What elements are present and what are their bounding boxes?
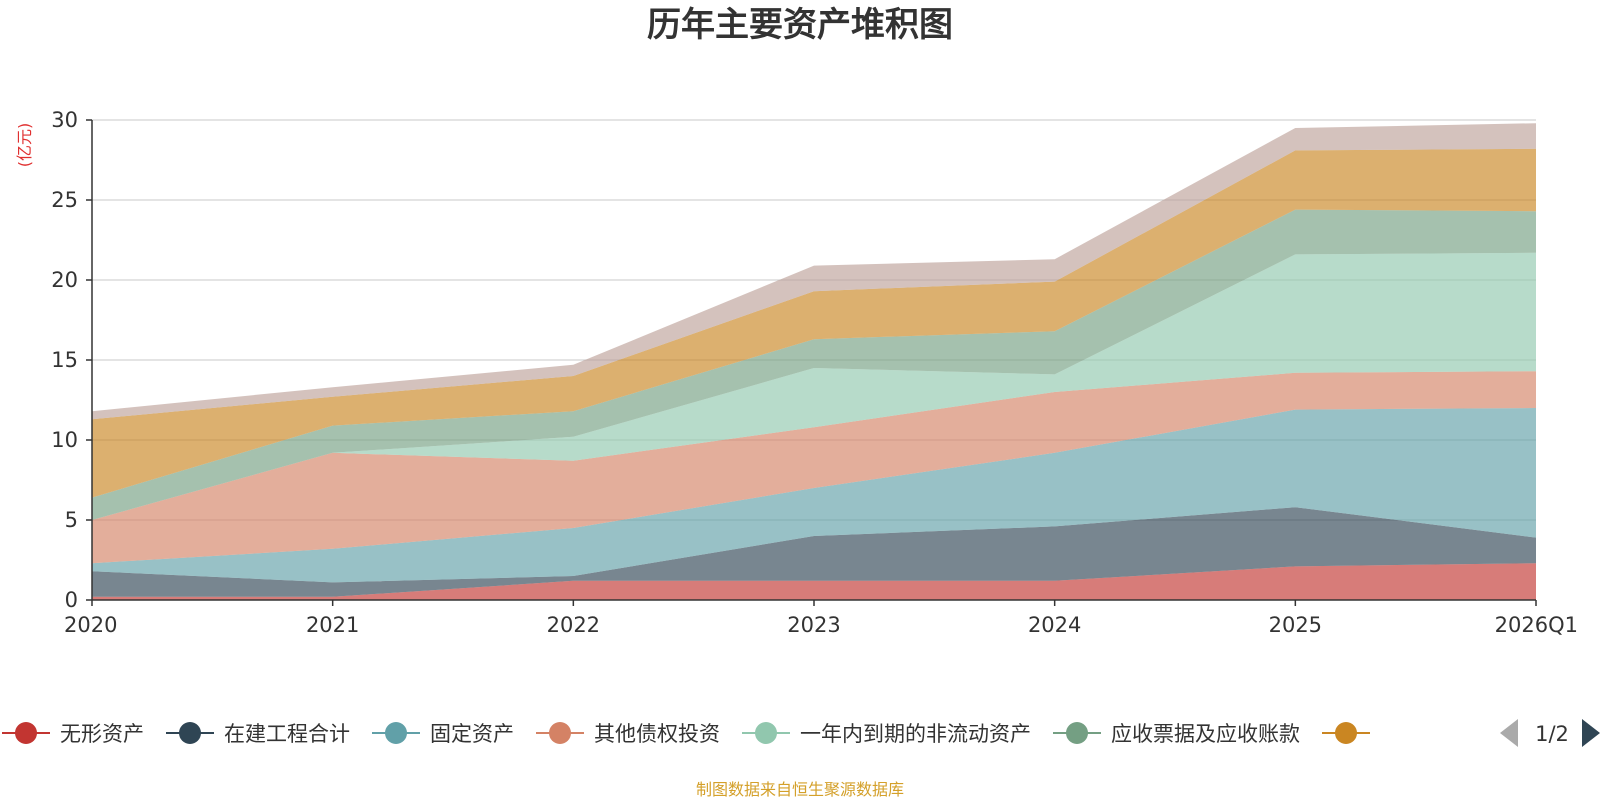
area-series-1 [92, 507, 1536, 597]
x-tick-label-4: 2024 [1028, 613, 1081, 637]
x-tick-label-2: 2022 [547, 613, 600, 637]
x-tick-label-5: 2025 [1269, 613, 1322, 637]
legend-label-3: 其他债权投资 [594, 722, 720, 746]
legend-item-3[interactable]: 其他债权投资 [536, 722, 720, 746]
area-series-7 [92, 123, 1536, 420]
area-series-4 [92, 252, 1536, 521]
legend-label-5: 应收票据及应收账款 [1111, 722, 1300, 746]
source-note: 制图数据来自恒生聚源数据库 [696, 780, 904, 799]
legend-label-1: 在建工程合计 [224, 722, 350, 746]
area-series-5 [92, 209, 1536, 520]
legend-item-2[interactable]: 固定资产 [372, 722, 514, 746]
legend: 无形资产 在建工程合计 固定资产 其他债权投资 一年内到期的非流动资产 应收票据及应收账款… [2, 719, 1600, 747]
area-series-2 [92, 408, 1536, 583]
legend-marker-5 [1066, 722, 1088, 744]
legend-prev-page-icon[interactable] [1500, 719, 1518, 747]
legend-label-2: 固定资产 [430, 722, 514, 746]
legend-marker-2 [385, 722, 407, 744]
x-tick-label-1: 2021 [306, 613, 359, 637]
legend-item-5[interactable]: 应收票据及应收账款 [1053, 722, 1300, 746]
y-tick-label-2: 10 [51, 428, 78, 452]
x-tick-label-3: 2023 [787, 613, 840, 637]
legend-item-0[interactable]: 无形资产 [2, 722, 144, 746]
y-axis-unit: (亿元) [15, 123, 34, 168]
area-series-6 [92, 148, 1536, 498]
legend-marker-1 [179, 722, 201, 744]
legend-marker-0 [15, 722, 37, 744]
x-tick-label-0: 2020 [64, 613, 117, 637]
chart-title: 历年主要资产堆积图 [647, 5, 953, 45]
area-series-0 [92, 563, 1536, 600]
area-series-3 [92, 371, 1536, 564]
legend-marker-3 [549, 722, 571, 744]
area-series [92, 123, 1536, 600]
legend-item-6[interactable] [1322, 722, 1370, 744]
legend-marker-6 [1335, 722, 1357, 744]
y-tick-label-1: 5 [65, 508, 78, 532]
y-tick-label-4: 20 [51, 268, 78, 292]
legend-next-page-icon[interactable] [1582, 719, 1600, 747]
legend-label-4: 一年内到期的非流动资产 [800, 722, 1031, 746]
y-tick-label-3: 15 [51, 348, 78, 372]
x-tick-label-6: 2026Q1 [1495, 613, 1578, 637]
legend-item-1[interactable]: 在建工程合计 [166, 722, 350, 746]
legend-page-indicator: 1/2 [1535, 722, 1569, 746]
legend-item-4[interactable]: 一年内到期的非流动资产 [742, 722, 1031, 746]
legend-label-0: 无形资产 [60, 722, 144, 746]
y-tick-label-0: 0 [65, 588, 78, 612]
legend-marker-4 [755, 722, 777, 744]
y-tick-label-5: 25 [51, 188, 78, 212]
y-tick-label-6: 30 [51, 108, 78, 132]
